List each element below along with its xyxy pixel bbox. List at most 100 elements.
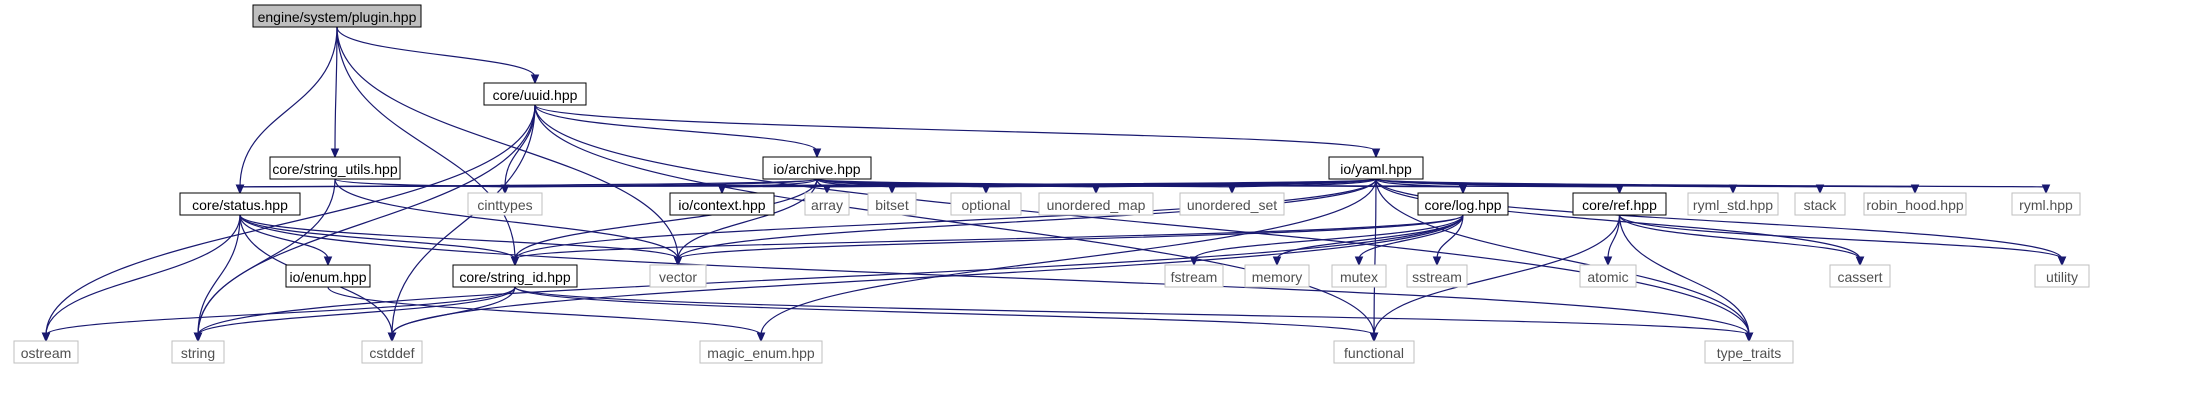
node-string_utils[interactable]: core/string_utils.hpp	[269, 156, 401, 180]
node-label: ryml_std.hpp	[1693, 197, 1773, 213]
edge-line	[1358, 214, 1464, 260]
node-label: ostream	[21, 345, 72, 361]
node-box	[699, 340, 823, 364]
node-box	[269, 156, 401, 180]
node-box	[252, 4, 422, 28]
edge-line	[1436, 214, 1464, 260]
node-cstddef: cstddef	[361, 340, 423, 364]
node-type_traits: type_traits	[1704, 340, 1794, 364]
edge-line	[239, 214, 679, 260]
edge-line	[45, 214, 241, 336]
node-box	[1333, 340, 1415, 364]
node-label: core/status.hpp	[192, 197, 288, 213]
node-label: cinttypes	[477, 197, 532, 213]
edge-yaml-to-unordered_set	[1227, 178, 1377, 195]
node-label: optional	[961, 197, 1010, 213]
node-box	[1417, 192, 1509, 216]
node-label: type_traits	[1717, 345, 1782, 361]
node-unordered_map: unordered_map	[1038, 192, 1154, 216]
node-label: robin_hood.hpp	[1866, 197, 1964, 213]
node-string_id[interactable]: core/string_id.hpp	[452, 264, 578, 288]
edge-line	[1375, 178, 2047, 188]
node-label: core/ref.hpp	[1582, 197, 1657, 213]
node-label: engine/system/plugin.hpp	[258, 9, 417, 25]
edge-arrowhead	[1371, 148, 1381, 159]
edge-yaml-to-utility	[1375, 178, 2067, 267]
node-context[interactable]: io/context.hpp	[669, 192, 775, 216]
node-uuid[interactable]: core/uuid.hpp	[483, 82, 587, 106]
node-box	[1794, 192, 1846, 216]
edge-yaml-to-string_id	[510, 178, 1377, 267]
edge-line	[239, 214, 516, 260]
edge-arrowhead	[717, 184, 727, 195]
node-atomic: atomic	[1579, 264, 1637, 288]
node-array: array	[804, 192, 850, 216]
node-box	[1704, 340, 1794, 364]
node-label: core/string_utils.hpp	[272, 161, 398, 177]
edge-line	[239, 26, 338, 188]
edge-arrowhead	[1354, 256, 1364, 267]
edge-arrowhead	[500, 184, 510, 195]
node-box	[867, 192, 917, 216]
node-yaml[interactable]: io/yaml.hpp	[1328, 156, 1424, 180]
node-box	[1406, 264, 1468, 288]
node-box	[483, 82, 587, 106]
node-status[interactable]: core/status.hpp	[179, 192, 301, 216]
edge-arrowhead	[235, 184, 245, 195]
edge-line	[1618, 214, 2063, 260]
edge-arrowhead	[1458, 184, 1468, 195]
edge-line	[1193, 214, 1464, 260]
edge-log-to-mutex	[1354, 214, 1464, 267]
node-box	[1579, 264, 1637, 288]
edge-ref-to-atomic	[1603, 214, 1621, 267]
node-archive[interactable]: io/archive.hpp	[762, 156, 872, 180]
edge-line	[197, 214, 1464, 336]
edge-plugin-to-string_utils	[330, 26, 340, 159]
node-box	[361, 340, 423, 364]
edge-ref-to-utility	[1618, 214, 2067, 267]
node-label: memory	[1252, 269, 1303, 285]
edge-plugin-to-vector	[336, 26, 683, 267]
edges-layer	[41, 26, 2067, 343]
edge-log-to-string_id	[510, 214, 1464, 267]
edge-line	[514, 178, 818, 260]
node-enum[interactable]: io/enum.hpp	[285, 264, 371, 288]
node-plugin[interactable]: engine/system/plugin.hpp	[252, 4, 422, 28]
edge-line	[1373, 178, 1377, 336]
node-box	[13, 340, 79, 364]
node-label: array	[811, 197, 843, 213]
node-label: cassert	[1837, 269, 1882, 285]
node-box	[1164, 264, 1224, 288]
edge-string_id-to-functional	[514, 286, 1379, 343]
node-label: core/uuid.hpp	[493, 87, 578, 103]
node-label: core/string_id.hpp	[459, 269, 571, 285]
node-label: io/context.hpp	[678, 197, 765, 213]
node-box	[1572, 192, 1667, 216]
edge-archive-to-vector	[673, 178, 818, 267]
edge-line	[239, 214, 329, 260]
node-label: io/archive.hpp	[773, 161, 860, 177]
edge-line	[334, 26, 338, 152]
node-label: unordered_set	[1187, 197, 1277, 213]
edge-arrowhead	[1227, 184, 1237, 195]
edge-arrowhead	[330, 148, 340, 159]
edge-line	[197, 286, 516, 336]
edge-line	[336, 26, 679, 260]
edge-string_id-to-ostream	[41, 286, 516, 343]
edge-plugin-to-string_id	[336, 26, 520, 267]
edge-arrowhead	[981, 184, 991, 195]
edge-arrowhead	[41, 332, 51, 343]
node-label: cstddef	[369, 345, 414, 361]
edge-arrowhead	[2057, 256, 2067, 267]
node-label: stack	[1804, 197, 1838, 213]
edge-line	[197, 178, 336, 336]
node-cassert: cassert	[1829, 264, 1891, 288]
node-vector: vector	[649, 264, 707, 288]
edge-line	[1095, 178, 1377, 188]
node-box	[1038, 192, 1154, 216]
node-box	[1829, 264, 1891, 288]
node-log[interactable]: core/log.hpp	[1417, 192, 1509, 216]
edge-uuid-to-yaml	[534, 104, 1381, 159]
node-label: io/enum.hpp	[289, 269, 366, 285]
node-ref[interactable]: core/ref.hpp	[1572, 192, 1667, 216]
